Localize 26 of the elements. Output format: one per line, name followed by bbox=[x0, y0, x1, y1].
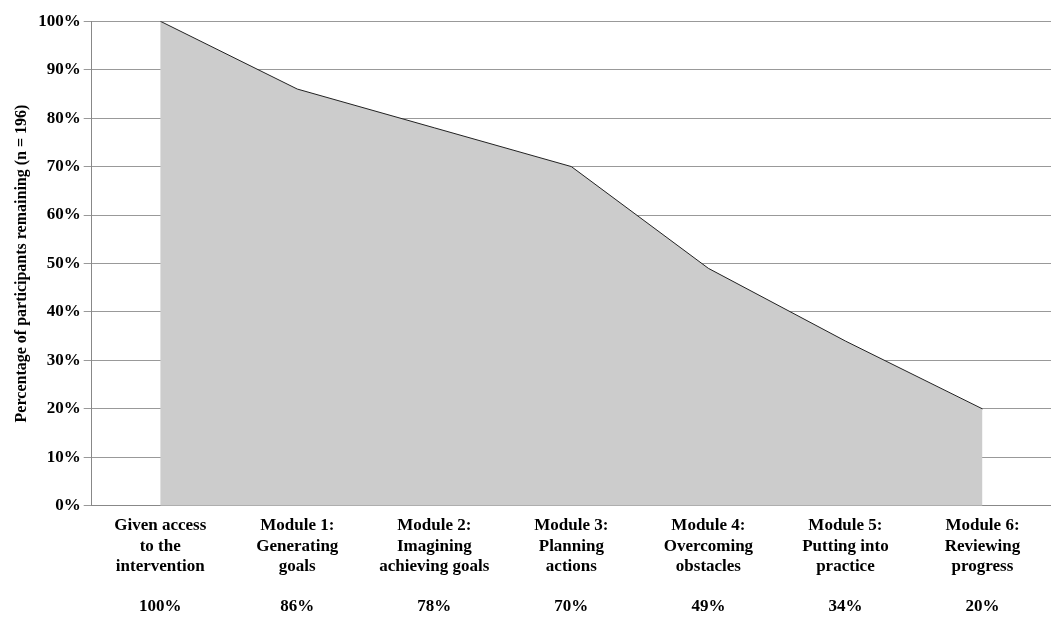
y-tick-label: 60% bbox=[46, 204, 81, 224]
y-tick-label: 30% bbox=[46, 349, 81, 369]
y-tick-label: 50% bbox=[46, 252, 81, 272]
text: 20% bbox=[965, 596, 1000, 616]
text: 78% bbox=[417, 596, 452, 616]
x-tick-label: Module 3: Planning actions bbox=[534, 515, 609, 576]
y-tick-label: 100% bbox=[38, 10, 81, 30]
y-tick-label: 40% bbox=[46, 301, 81, 321]
x-tick-label: Module 1: Generating goals bbox=[256, 515, 339, 576]
text: 86% bbox=[280, 596, 315, 616]
y-tick-label: 0% bbox=[55, 495, 81, 515]
x-tick-label: Given access to the intervention bbox=[114, 515, 207, 576]
text: 49% bbox=[691, 596, 726, 616]
x-tick-label: Module 2: Imagining achieving goals bbox=[379, 515, 490, 576]
x-tick-label: Module 4: Overcoming obstacles bbox=[663, 515, 754, 576]
y-axis-title: Percentage of participants remaining (n = 196) bbox=[11, 104, 30, 423]
x-tick-label: Module 5: Putting into practice bbox=[802, 515, 889, 576]
y-tick-label: 90% bbox=[46, 59, 81, 79]
y-tick-label: 70% bbox=[46, 155, 81, 175]
text: 100% bbox=[138, 596, 182, 616]
y-tick-label: 10% bbox=[46, 446, 81, 466]
x-tick-label: Module 6: Reviewing progress bbox=[944, 515, 1021, 576]
text: 34% bbox=[828, 596, 863, 616]
text: 70% bbox=[554, 596, 589, 616]
y-tick-label: 80% bbox=[46, 107, 81, 127]
y-tick-label: 20% bbox=[46, 398, 81, 418]
